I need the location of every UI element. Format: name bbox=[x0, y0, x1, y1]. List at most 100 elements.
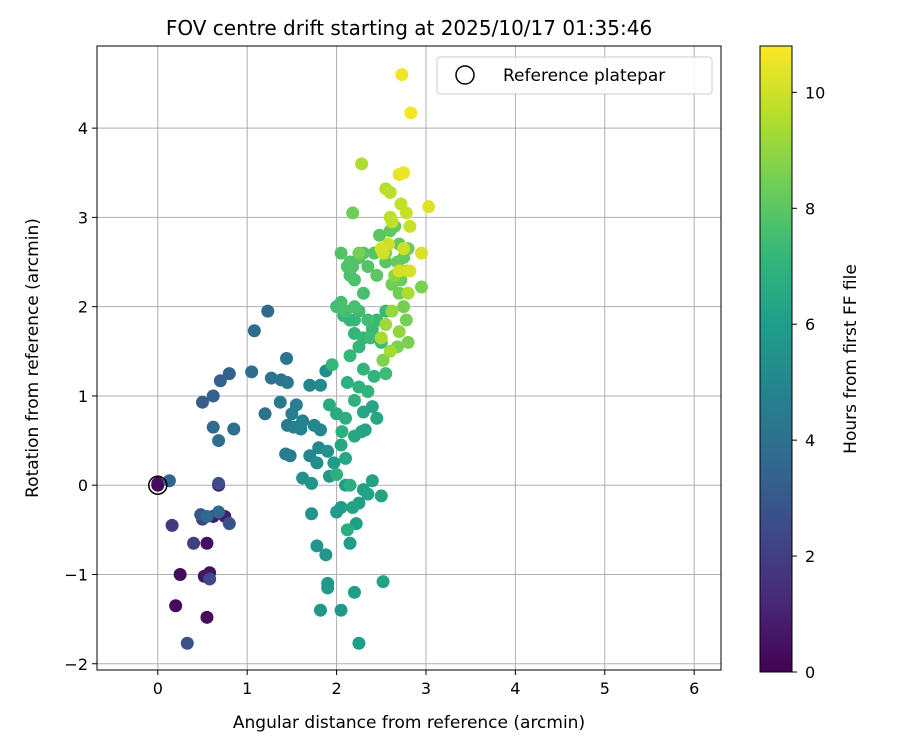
data-point bbox=[330, 467, 344, 481]
data-point bbox=[280, 351, 294, 365]
data-point bbox=[305, 476, 319, 490]
data-point bbox=[370, 268, 384, 282]
data-point bbox=[296, 414, 310, 428]
x-tick-label: 3 bbox=[421, 679, 431, 698]
data-point bbox=[343, 349, 357, 363]
data-point bbox=[334, 501, 348, 515]
x-tick-label: 4 bbox=[510, 679, 520, 698]
data-point bbox=[334, 603, 348, 617]
data-point bbox=[399, 206, 413, 220]
data-point bbox=[352, 636, 366, 650]
data-point bbox=[203, 572, 217, 586]
y-tick-label: −1 bbox=[64, 565, 88, 584]
data-point bbox=[245, 365, 259, 379]
data-point bbox=[313, 603, 327, 617]
legend-reference-marker bbox=[455, 65, 475, 85]
data-point bbox=[379, 367, 393, 381]
data-point bbox=[339, 411, 353, 425]
y-tick-label: 4 bbox=[78, 119, 88, 138]
grid bbox=[97, 46, 721, 670]
y-axis-ticks: −2 −1 0 1 2 3 4 bbox=[64, 119, 97, 674]
x-tick-label: 2 bbox=[331, 679, 341, 698]
data-point bbox=[392, 325, 406, 339]
data-point bbox=[361, 384, 375, 398]
data-point bbox=[340, 376, 354, 390]
data-point bbox=[343, 536, 357, 550]
data-point bbox=[169, 599, 183, 613]
data-point bbox=[397, 166, 411, 180]
data-point bbox=[303, 378, 317, 392]
data-point bbox=[358, 423, 372, 437]
data-point bbox=[361, 487, 375, 501]
data-point bbox=[258, 407, 272, 421]
data-point bbox=[325, 358, 339, 372]
legend-box bbox=[436, 56, 713, 95]
data-point bbox=[280, 376, 294, 390]
data-point bbox=[399, 313, 413, 327]
data-point bbox=[335, 425, 349, 439]
colorbar: 0 2 4 6 8 10 Hours from first FF file bbox=[759, 45, 861, 682]
data-point bbox=[206, 420, 220, 434]
x-tick-label: 0 bbox=[153, 679, 163, 698]
y-tick-label: 3 bbox=[78, 208, 88, 227]
data-point bbox=[227, 422, 241, 436]
data-point bbox=[376, 575, 390, 589]
data-point bbox=[401, 286, 415, 300]
data-point bbox=[364, 331, 378, 345]
data-point bbox=[415, 246, 429, 260]
data-point bbox=[395, 68, 409, 82]
data-point bbox=[422, 200, 436, 214]
reference-platepar-marker bbox=[148, 475, 168, 495]
y-tick-label: −2 bbox=[64, 655, 88, 674]
data-point bbox=[356, 405, 370, 419]
data-point bbox=[151, 476, 165, 490]
data-point bbox=[346, 206, 360, 220]
data-point bbox=[180, 636, 194, 650]
data-point bbox=[212, 476, 226, 490]
legend-reference-label: Reference platepar bbox=[503, 66, 665, 86]
data-point bbox=[305, 507, 319, 521]
data-point bbox=[173, 567, 187, 581]
data-point bbox=[374, 242, 388, 256]
colorbar-ticks: 0 2 4 6 8 10 bbox=[792, 83, 825, 682]
chart-title: FOV centre drift starting at 2025/10/17 … bbox=[166, 16, 652, 40]
data-point bbox=[222, 367, 236, 381]
data-point bbox=[392, 286, 406, 300]
data-point bbox=[365, 474, 379, 488]
x-axis-ticks: 0 1 2 3 4 5 6 bbox=[153, 670, 699, 698]
colorbar-label: Hours from first FF file bbox=[841, 264, 861, 454]
data-point bbox=[273, 395, 287, 409]
data-point bbox=[187, 536, 201, 550]
data-point bbox=[397, 300, 411, 314]
x-tick-label: 1 bbox=[242, 679, 252, 698]
x-axis-label: Angular distance from reference (arcmin) bbox=[233, 713, 585, 733]
data-point bbox=[352, 246, 366, 260]
data-point bbox=[346, 501, 360, 515]
data-point bbox=[361, 313, 375, 327]
colorbar-tick-label: 2 bbox=[805, 547, 815, 566]
data-point bbox=[165, 518, 179, 532]
legend: Reference platepar bbox=[436, 56, 713, 95]
data-point bbox=[222, 517, 236, 531]
colorbar-gradient bbox=[759, 45, 793, 673]
data-point bbox=[247, 324, 261, 338]
data-points bbox=[148, 68, 436, 650]
data-point bbox=[261, 304, 275, 318]
data-point bbox=[319, 548, 333, 562]
data-point bbox=[200, 509, 214, 523]
data-point bbox=[370, 411, 384, 425]
data-point bbox=[283, 449, 297, 463]
data-point bbox=[401, 335, 415, 349]
colorbar-tick-label: 0 bbox=[805, 663, 815, 682]
data-point bbox=[415, 280, 429, 294]
data-point bbox=[385, 215, 399, 229]
data-point bbox=[397, 242, 411, 256]
data-point bbox=[347, 429, 361, 443]
data-point bbox=[383, 344, 397, 358]
data-point bbox=[340, 523, 354, 537]
data-point bbox=[343, 478, 357, 492]
data-point bbox=[374, 489, 388, 503]
data-point bbox=[374, 331, 388, 345]
data-point bbox=[322, 398, 336, 412]
